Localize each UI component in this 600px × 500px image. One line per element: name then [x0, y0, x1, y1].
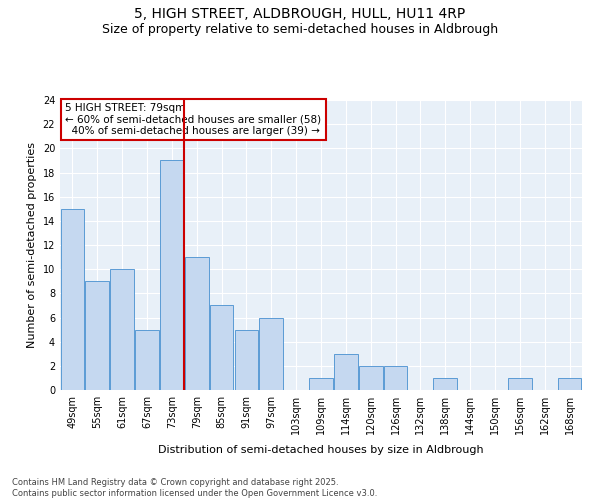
Bar: [235, 330, 258, 390]
Bar: [359, 366, 383, 390]
Text: 5 HIGH STREET: 79sqm
← 60% of semi-detached houses are smaller (58)
  40% of sem: 5 HIGH STREET: 79sqm ← 60% of semi-detac…: [65, 103, 322, 136]
Bar: [508, 378, 532, 390]
Y-axis label: Number of semi-detached properties: Number of semi-detached properties: [27, 142, 37, 348]
Bar: [334, 354, 358, 390]
Bar: [185, 257, 209, 390]
Text: Size of property relative to semi-detached houses in Aldbrough: Size of property relative to semi-detach…: [102, 22, 498, 36]
Bar: [135, 330, 159, 390]
Bar: [110, 269, 134, 390]
Bar: [433, 378, 457, 390]
Bar: [61, 209, 84, 390]
Bar: [309, 378, 333, 390]
Bar: [85, 281, 109, 390]
Text: Distribution of semi-detached houses by size in Aldbrough: Distribution of semi-detached houses by …: [158, 445, 484, 455]
Bar: [259, 318, 283, 390]
Bar: [384, 366, 407, 390]
Bar: [210, 306, 233, 390]
Bar: [160, 160, 184, 390]
Text: 5, HIGH STREET, ALDBROUGH, HULL, HU11 4RP: 5, HIGH STREET, ALDBROUGH, HULL, HU11 4R…: [134, 8, 466, 22]
Text: Contains HM Land Registry data © Crown copyright and database right 2025.
Contai: Contains HM Land Registry data © Crown c…: [12, 478, 377, 498]
Bar: [558, 378, 581, 390]
